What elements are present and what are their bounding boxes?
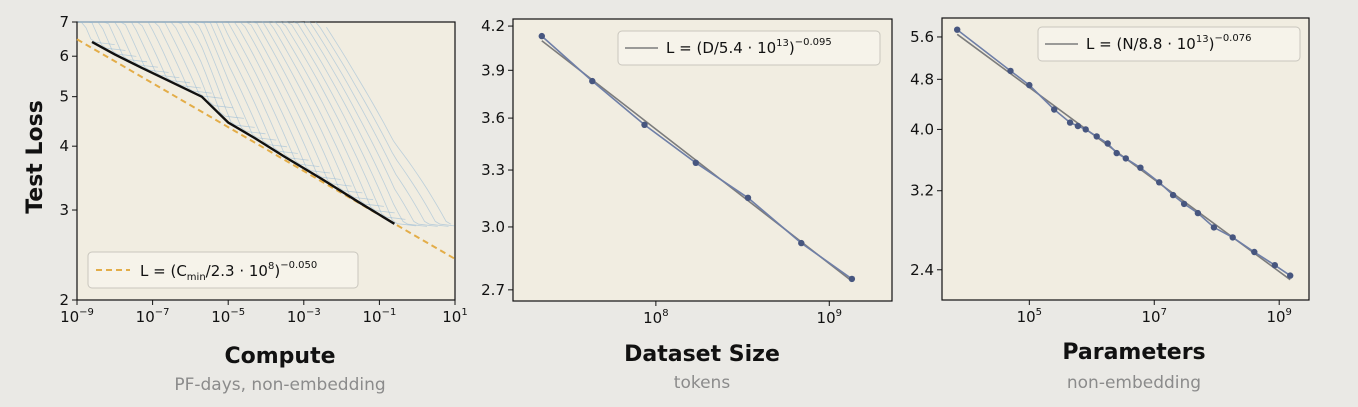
panel-subtitle: PF-days, non-embedding: [174, 375, 385, 395]
axis-ticks-dataset: 4.2 3.9 3.6 3.3 3.0 2.7 108 109: [481, 17, 842, 327]
y-tick-label: 3.6: [481, 109, 505, 127]
data-point: [1229, 234, 1236, 241]
data-point: [1122, 155, 1130, 162]
data-point: [1074, 122, 1082, 130]
training-curve: [294, 21, 438, 227]
data-point: [589, 77, 596, 85]
panel-compute: 7 6 5 4 3 210−9 10−7 10−5 10−3 10−1 101 L = (Cmin/…: [59, 13, 467, 395]
data-point: [538, 32, 545, 40]
legend-box: [87, 251, 359, 289]
data-point: [798, 239, 805, 247]
legend-label: L = (Cmin/2.3 · 108)−0.050: [140, 260, 317, 283]
data-point: [1093, 133, 1100, 140]
y-tick-label: 3.3: [481, 161, 505, 179]
training-curve: [304, 21, 449, 227]
data-points: [538, 32, 856, 283]
training-curve: [326, 26, 452, 225]
training-curves: [77, 21, 455, 227]
data-point: [1104, 140, 1111, 147]
data-point: [1082, 126, 1089, 133]
legend-label: L = (D/5.4 · 1013)−0.095: [666, 37, 832, 57]
data-point: [1026, 81, 1033, 89]
x-tick-label: 10−9: [60, 307, 94, 326]
x-tick-label: 10−5: [211, 307, 245, 326]
panel-subtitle: non-embedding: [1067, 373, 1201, 393]
panel-dataset: 4.2 3.9 3.6 3.3 3.0 2.7 108 109 L = (D/5.4 · 10…: [481, 17, 893, 393]
y-tick-label: 4.0: [910, 120, 934, 138]
data-point: [1180, 200, 1188, 208]
x-tick-label: 109: [817, 308, 842, 327]
x-tick-label: 10−1: [362, 307, 396, 326]
x-tick-label: 101: [442, 307, 467, 326]
x-tick-label: 10−7: [136, 307, 170, 326]
panel-subtitle: tokens: [674, 373, 731, 393]
x-tick-label: 107: [1142, 307, 1167, 326]
panel-title: Dataset Size: [624, 342, 780, 367]
data-point: [1271, 262, 1279, 269]
y-tick-label: 6: [59, 47, 69, 65]
y-tick-label: 3.2: [910, 182, 934, 200]
data-point: [1113, 149, 1120, 157]
training-curve: [272, 21, 417, 227]
y-tick-label: 3: [59, 201, 69, 219]
data-point: [1156, 179, 1163, 186]
legend-parameters: L = (N/8.8 · 1013)−0.076: [1037, 26, 1301, 62]
data-point: [1251, 248, 1258, 256]
training-curve: [315, 21, 455, 227]
panel-parameters: 5.6 4.8 4.0 3.2 2.4 105 107 109 L = (N/8.8 · 10…: [910, 17, 1310, 393]
panel-title: Compute: [224, 344, 335, 369]
legend-compute: L = (Cmin/2.3 · 108)−0.050: [87, 251, 359, 289]
y-tick-label: 2.4: [910, 261, 934, 279]
y-tick-label: 3.0: [481, 218, 505, 236]
x-tick-label: 10−3: [287, 307, 321, 326]
data-point: [954, 26, 961, 33]
axis-ticks-parameters: 5.6 4.8 4.0 3.2 2.4 105 107 109: [910, 28, 1292, 326]
axis-ticks-compute: 7 6 5 4 3 210−9 10−7 10−5 10−3 10−1 101: [59, 13, 467, 326]
data-point: [641, 121, 648, 128]
legend-label: L = (N/8.8 · 1013)−0.076: [1086, 33, 1251, 53]
x-tick-label: 109: [1266, 307, 1291, 326]
data-point: [1137, 164, 1144, 171]
y-tick-label: 7: [59, 13, 69, 31]
data-point: [1169, 191, 1177, 199]
data-point: [1194, 209, 1202, 217]
data-point: [1210, 224, 1218, 231]
training-curve: [261, 21, 406, 220]
y-tick-label: 5: [59, 88, 69, 106]
x-tick-label: 108: [643, 308, 668, 327]
legend-box: [617, 30, 881, 66]
legend-dataset: L = (D/5.4 · 1013)−0.095: [617, 30, 881, 66]
data-point: [1051, 106, 1058, 113]
data-points: [954, 26, 1294, 279]
data-point: [744, 194, 752, 201]
y-tick-label: 5.6: [910, 28, 934, 46]
y-axis-label: Test Loss: [23, 100, 48, 214]
x-tick-label: 105: [1017, 307, 1042, 326]
y-tick-label: 4.2: [481, 17, 505, 35]
training-curve: [283, 21, 428, 227]
data-point: [1066, 119, 1074, 126]
y-tick-label: 4.8: [910, 70, 934, 88]
y-tick-label: 2: [59, 291, 69, 309]
panel-title: Parameters: [1062, 340, 1205, 365]
data-point: [848, 275, 856, 283]
frontier-line: [91, 40, 396, 225]
data-point: [692, 159, 699, 166]
y-tick-label: 2.7: [481, 281, 505, 299]
y-tick-label: 4: [59, 137, 69, 155]
y-tick-label: 3.9: [481, 61, 505, 79]
legend-box: [1037, 26, 1301, 62]
data-point: [1007, 67, 1014, 75]
data-point: [1287, 272, 1294, 279]
